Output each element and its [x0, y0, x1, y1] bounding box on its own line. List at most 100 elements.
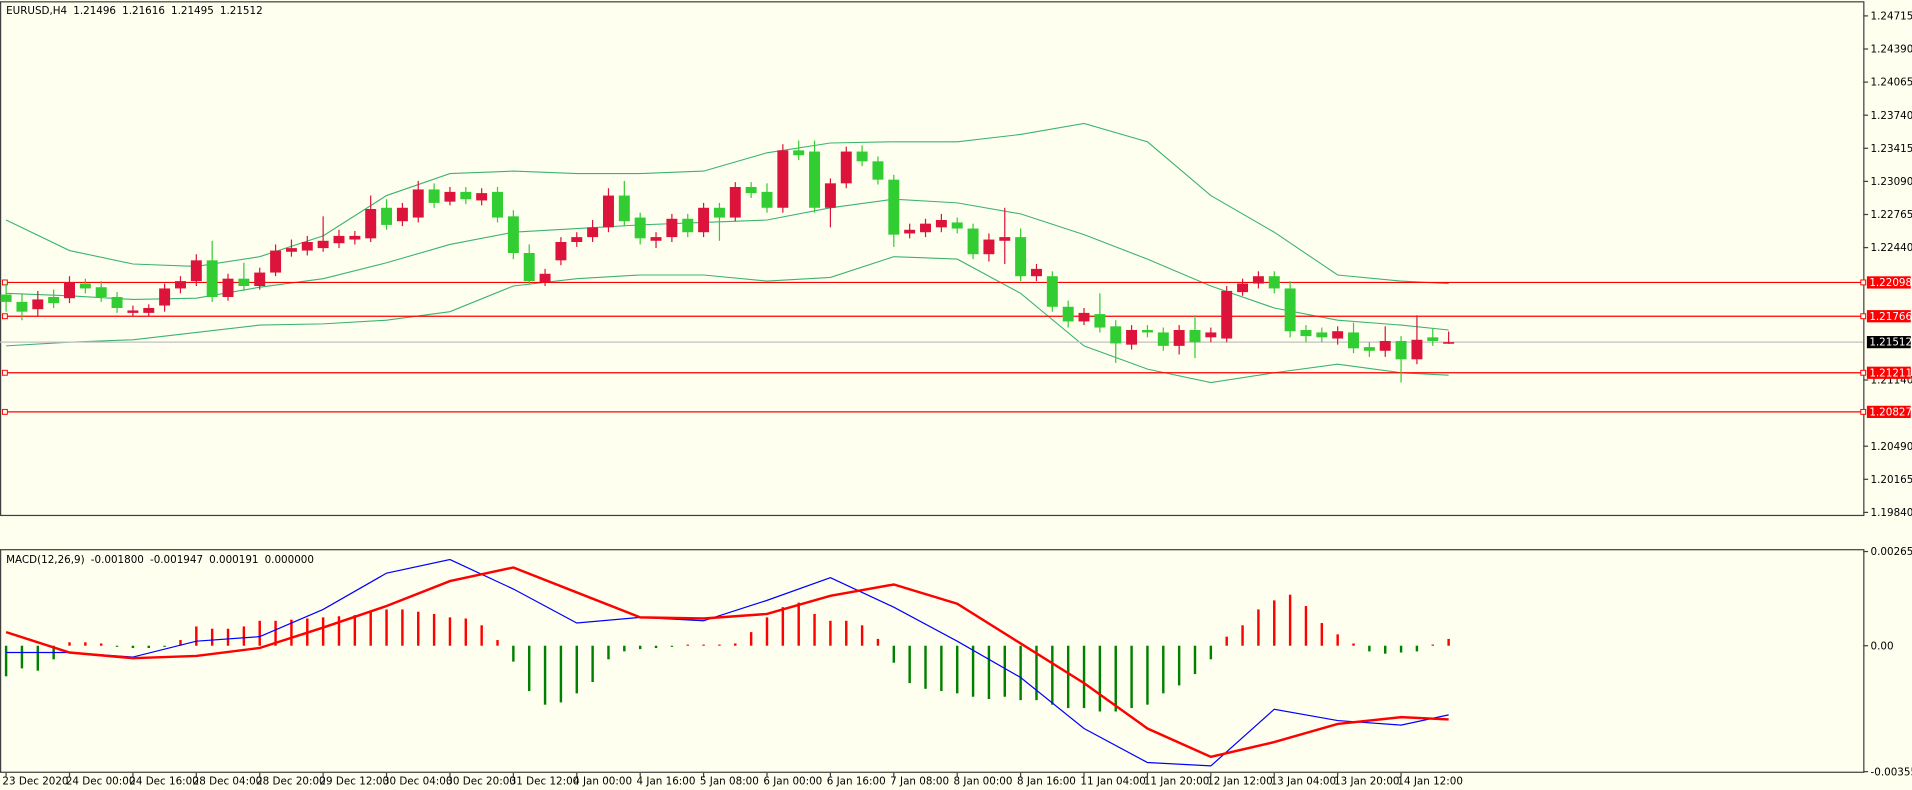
candle-body [48, 296, 60, 304]
candle-body [587, 227, 599, 238]
candle-body [270, 250, 282, 273]
x-tick-label: 24 Dec 16:00 [129, 775, 199, 787]
candle-body [238, 278, 250, 286]
candle-body [1157, 332, 1169, 346]
y-tick-label: -0.003554 [1871, 766, 1912, 778]
x-tick-label: 14 Jan 12:00 [1397, 775, 1462, 787]
macd-panel [0, 549, 1865, 773]
x-tick-label: 30 Dec 04:00 [383, 775, 453, 787]
candle-body [555, 241, 567, 261]
candle-body [1046, 276, 1058, 307]
candle-body [111, 296, 123, 308]
candle-body [666, 218, 678, 238]
candle-body [1411, 339, 1423, 360]
candle-body [1427, 337, 1439, 341]
candle-body [523, 252, 535, 282]
candle-body [1141, 329, 1153, 333]
candle-body [920, 223, 932, 233]
y-tick-label: 1.24390 [1871, 44, 1912, 56]
candle-body [206, 260, 218, 297]
candle-body [634, 217, 646, 239]
level-label-box [1866, 366, 1911, 379]
candle-body [143, 307, 155, 313]
y-tick-label: 1.23415 [1871, 143, 1912, 155]
y-tick-label: 1.20165 [1871, 474, 1912, 486]
candle-body [1395, 340, 1407, 360]
candle-body [999, 237, 1011, 241]
candle-body [1237, 283, 1249, 293]
level-handle [1, 279, 8, 286]
x-tick-label: 4 Jan 16:00 [637, 775, 696, 787]
candle-body [1062, 306, 1074, 322]
candle-body [159, 288, 171, 306]
candle-body [174, 281, 186, 289]
candle-body [1078, 312, 1090, 322]
band-line [5, 122, 1449, 285]
x-tick-label: 8 Jan 16:00 [1017, 775, 1076, 787]
candle-body [0, 294, 12, 302]
level-label: 1.21211 [1869, 367, 1912, 379]
ohlc-value: 1.21512 [220, 5, 263, 17]
candle-body [602, 195, 614, 228]
candle-body [95, 287, 107, 297]
candle-body [381, 207, 393, 225]
ohlc-value: 1.21495 [171, 5, 214, 17]
candle-body [349, 235, 361, 240]
level-label: 1.22098 [1869, 277, 1912, 289]
last-price-label: 1.21512 [1869, 337, 1912, 349]
level-label-box [1866, 310, 1911, 323]
candle-body [190, 260, 202, 282]
candle-body [1110, 326, 1122, 344]
level-handle [1860, 279, 1867, 286]
candle-body [1252, 276, 1264, 284]
candle-body [1348, 332, 1360, 349]
x-tick-label: 11 Jan 04:00 [1080, 775, 1145, 787]
panel-candlestick: 1.24715 1.24390 1.24065 1.23740 1.23415 1.230… [0, 5, 1912, 519]
x-tick-label: 24 Dec 00:00 [66, 775, 136, 787]
candle-body [698, 207, 710, 233]
y-tick-label: 1.19840 [1871, 507, 1912, 519]
ohlc-value: 1.21496 [73, 5, 116, 17]
candle-body [1300, 329, 1312, 337]
level-handle [1, 408, 8, 415]
candle-body [1363, 347, 1375, 351]
ohlc-value: 1.21616 [122, 5, 165, 17]
x-tick-label: 13 Jan 20:00 [1334, 775, 1399, 787]
candle-body [951, 222, 963, 229]
macd-line [6, 558, 1449, 767]
candle-body [365, 208, 377, 239]
candle-body [650, 237, 662, 241]
x-tick-label: 8 Jan 00:00 [954, 775, 1013, 787]
y-tick-label: 1.23740 [1871, 110, 1912, 122]
x-tick-label: 29 Dec 12:00 [319, 775, 389, 787]
level-handle [1860, 313, 1867, 320]
candle-body [729, 186, 741, 218]
level-handle [1860, 408, 1867, 415]
candle-body [476, 193, 488, 201]
candle-body [935, 219, 947, 228]
candle-body [79, 283, 91, 289]
macd-value: 0.000000 [265, 554, 314, 566]
panel-title: EURUSD,H4 [6, 5, 67, 17]
candle-body [872, 161, 884, 180]
candle-body [301, 241, 313, 251]
x-tick-label: 13 Jan 04:00 [1271, 775, 1336, 787]
candle-body [1126, 329, 1138, 345]
candle-body [64, 282, 75, 299]
level-label: 1.21766 [1869, 311, 1912, 323]
y-tick-label: 0.00 [1871, 640, 1894, 652]
candle-body [904, 229, 916, 234]
panel-header: MACD(12,26,9) -0.001800 -0.001947 0.000191 0… [6, 554, 314, 566]
level-handle [1, 313, 8, 320]
candle-body [888, 179, 900, 235]
candle-body [492, 191, 503, 218]
candle-body [317, 240, 329, 249]
candle-body [1030, 268, 1042, 277]
candle-body [1205, 332, 1217, 338]
candle-body [507, 216, 519, 253]
candle-body [1094, 314, 1106, 328]
y-tick-label: 1.23090 [1871, 176, 1912, 188]
candle-body [285, 248, 297, 252]
candle-body [983, 239, 995, 255]
